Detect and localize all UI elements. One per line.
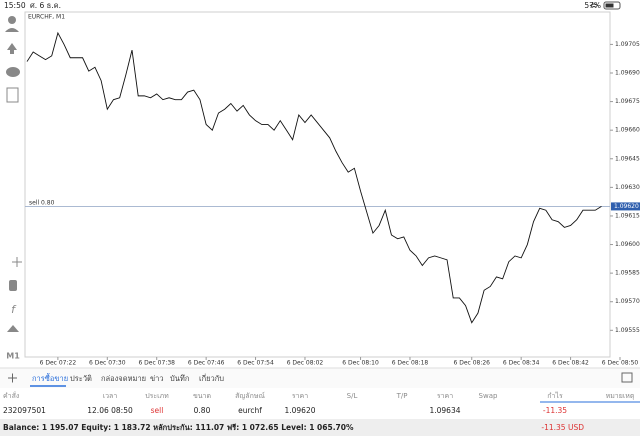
layout-button[interactable] (621, 372, 633, 383)
add-button[interactable] (8, 373, 17, 383)
crosshair-icon[interactable] (12, 257, 22, 267)
history-icon[interactable] (6, 87, 19, 103)
table-cell: 0.80 (194, 406, 211, 415)
column-header: สัญลักษณ์ (235, 392, 265, 400)
tab[interactable]: ข่าว (150, 374, 164, 383)
trade-icon[interactable] (7, 43, 17, 54)
order-line-label: sell 0.80 (29, 199, 55, 206)
tab[interactable]: กล่องจดหมาย (101, 374, 146, 383)
y-tick-label: 1.09675 (615, 98, 640, 105)
battery-icon (603, 1, 621, 10)
column-header: ราคา (437, 392, 453, 400)
y-tick-label: 1.09555 (615, 327, 640, 334)
y-tick-label: 1.09645 (615, 155, 640, 162)
y-tick-label: 1.09660 (615, 127, 640, 134)
column-header: หมายเหตุ (606, 392, 635, 400)
footer-bar (0, 419, 640, 436)
status-date: ศ. 6 ธ.ค. (30, 1, 61, 10)
x-tick-label: 6 Dec 07:46 (188, 360, 225, 367)
y-tick-label: 1.09615 (615, 212, 640, 219)
current-price-label: 1.09620 (614, 203, 639, 210)
timeframe-button[interactable]: M1 (6, 352, 20, 361)
x-tick-label: 6 Dec 08:10 (342, 360, 379, 367)
table-cell: 232097501 (3, 406, 46, 415)
x-tick-label: 6 Dec 08:26 (453, 360, 490, 367)
account-icon-body (5, 28, 19, 32)
column-header: Swap (479, 392, 498, 400)
x-tick-label: 6 Dec 07:22 (40, 360, 77, 367)
function-icon[interactable]: f (11, 303, 17, 316)
column-header: ราคา (292, 392, 308, 400)
column-header: คำสั่ง (3, 391, 19, 400)
tab[interactable]: ประวัติ (70, 374, 92, 383)
x-tick-label: 6 Dec 08:02 (287, 360, 324, 367)
y-tick-label: 1.09570 (615, 298, 640, 305)
x-tick-label: 6 Dec 08:34 (503, 360, 540, 367)
x-tick-label: 6 Dec 08:50 (602, 360, 639, 367)
y-tick-label: 1.09600 (615, 241, 640, 248)
x-tick-label: 6 Dec 08:18 (392, 360, 429, 367)
x-tick-label: 6 Dec 07:30 (89, 360, 126, 367)
column-header: ประเภท (145, 392, 169, 400)
chart-title: EURCHF, M1 (28, 14, 65, 21)
column-header: เวลา (103, 392, 118, 400)
current-price-box (611, 202, 640, 211)
table-cell: 1.09620 (284, 406, 315, 415)
chart: 1.09705 1.09690 1.09675 1.09660 1.09645 1.096… (25, 31, 640, 367)
balance-summary: Balance: 1 195.07 Equity: 1 183.72 หลักป… (3, 423, 354, 432)
chat-icon[interactable] (6, 67, 20, 77)
account-icon[interactable] (8, 16, 16, 24)
table-cell: 12.06 08:50 (87, 406, 133, 415)
x-tick-label: 6 Dec 07:54 (237, 360, 274, 367)
objects-icon[interactable] (7, 325, 19, 332)
column-header: ขนาด (193, 392, 211, 400)
table-cell: sell (151, 406, 164, 415)
table-cell: -11.35 (543, 406, 567, 415)
y-tick-label: 1.09585 (615, 270, 640, 277)
table-cell: 1.09634 (429, 406, 460, 415)
toolbar: f (5, 16, 22, 332)
indicator-icon[interactable] (9, 280, 17, 291)
y-tick-label: 1.09690 (615, 69, 640, 76)
wifi-icon (589, 3, 599, 8)
column-header: T/P (396, 392, 408, 400)
tabs: การซื้อขาย ประวัติ กล่องจดหมาย ข่าว บันทึก เก… (30, 373, 224, 387)
battery-level-icon (605, 3, 614, 8)
tab[interactable]: บันทึก (170, 374, 189, 383)
y-tick-label: 1.09630 (615, 184, 640, 191)
x-tick-label: 6 Dec 08:42 (552, 360, 589, 367)
status-time: 15:50 (4, 1, 26, 10)
tab-bar (0, 368, 640, 388)
column-header: กำไร (547, 391, 563, 400)
column-header: S/L (347, 392, 358, 400)
x-tick-label: 6 Dec 07:38 (138, 360, 175, 367)
chart-frame (24, 11, 611, 358)
tab[interactable]: การซื้อขาย (32, 373, 68, 383)
price-line (26, 31, 602, 324)
status-battery: 57% (584, 1, 601, 10)
tab[interactable]: เกี่ยวกับ (199, 373, 224, 383)
y-tick-label: 1.09705 (615, 41, 640, 48)
total-profit: -11.35 USD (541, 423, 584, 432)
trade-table: คำสั่ง เวลา ประเภท ขนาด สัญลักษณ์ ราคา S/L T/P ร… (3, 391, 635, 415)
table-cell: eurchf (238, 406, 262, 415)
